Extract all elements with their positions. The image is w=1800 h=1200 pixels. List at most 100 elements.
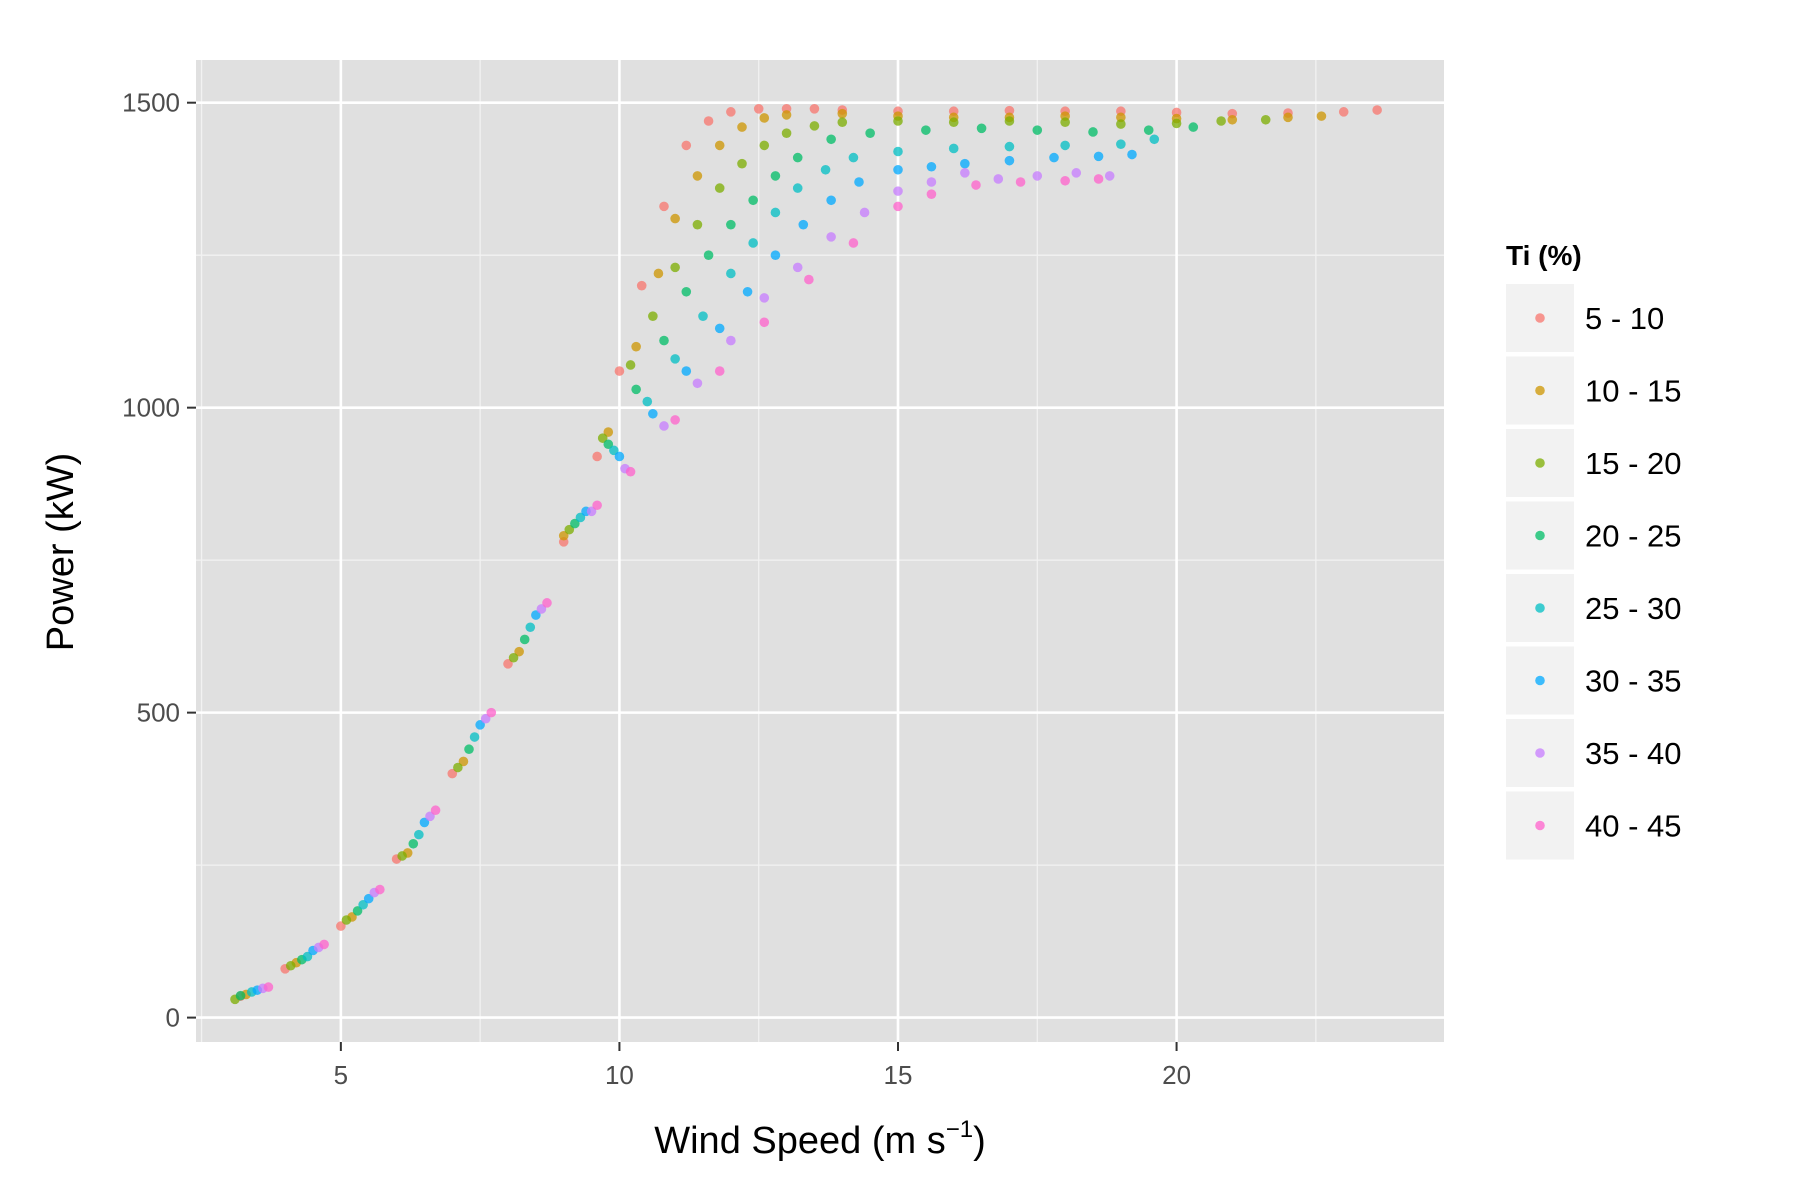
data-point (948, 117, 959, 128)
data-point (1104, 171, 1115, 181)
data-point (1049, 152, 1059, 163)
legend-label: 40 - 45 (1585, 809, 1682, 844)
data-point (926, 177, 937, 187)
data-point (714, 366, 725, 376)
data-point (458, 756, 469, 767)
data-point (921, 125, 931, 135)
data-point (726, 219, 736, 230)
data-point (692, 378, 703, 389)
data-point (692, 171, 703, 181)
data-point (363, 893, 374, 904)
x-axis-title-main: Wind Speed (m s (654, 1120, 945, 1162)
data-point (414, 829, 424, 840)
data-point (336, 921, 346, 931)
data-point (893, 116, 903, 126)
data-point (536, 604, 547, 614)
data-point (848, 238, 859, 248)
legend-key-point (1535, 748, 1545, 758)
data-point (1116, 139, 1126, 149)
y-tick-label: 1000 (122, 393, 180, 423)
data-point (1015, 177, 1026, 187)
data-point (319, 939, 329, 950)
data-point (636, 280, 647, 291)
legend-key-point (1535, 458, 1545, 468)
data-point (564, 524, 575, 535)
data-point (603, 439, 614, 450)
data-point (430, 805, 441, 816)
data-point (525, 622, 536, 633)
x-axis-title-suffix: ) (973, 1120, 986, 1162)
y-tick-label: 500 (137, 698, 180, 728)
data-point (503, 659, 513, 669)
data-point (809, 103, 820, 114)
data-point (726, 107, 736, 117)
data-point (558, 530, 569, 541)
data-point (1338, 107, 1349, 117)
data-point (419, 817, 430, 828)
legend-label: 25 - 30 (1585, 591, 1682, 626)
data-point (648, 408, 658, 419)
data-point (1127, 149, 1137, 160)
data-point (625, 466, 636, 477)
data-point (570, 518, 580, 529)
y-tick-label: 0 (166, 1003, 180, 1033)
data-point (993, 174, 1004, 184)
data-point (681, 366, 692, 376)
data-point (670, 415, 680, 425)
data-point (726, 335, 736, 346)
data-point (1260, 114, 1271, 125)
legend-label: 10 - 15 (1585, 374, 1682, 409)
data-point (837, 108, 848, 119)
data-point (759, 293, 770, 303)
legend-label: 35 - 40 (1585, 736, 1682, 771)
legend-key-point (1535, 820, 1545, 831)
data-point (703, 116, 714, 126)
data-point (1316, 111, 1327, 121)
data-point (971, 180, 981, 190)
x-tick-label: 20 (1162, 1060, 1191, 1090)
data-point (1149, 134, 1160, 145)
data-point (514, 646, 524, 657)
data-point (653, 268, 664, 279)
data-point (770, 171, 781, 181)
legend-title: Ti (%) (1506, 240, 1582, 271)
data-point (726, 268, 736, 279)
data-point (770, 207, 781, 218)
data-point (948, 143, 959, 154)
data-point (1060, 117, 1070, 128)
data-point (1032, 125, 1043, 135)
data-point (1060, 175, 1070, 186)
data-point (781, 110, 792, 120)
data-point (670, 262, 680, 273)
major-gridlines (196, 60, 1444, 1042)
data-point (703, 250, 714, 260)
data-point (1004, 141, 1015, 152)
data-point (631, 384, 641, 395)
data-point (714, 183, 725, 193)
data-point (893, 164, 903, 175)
data-point (375, 884, 385, 895)
data-point (770, 250, 781, 260)
data-point (798, 219, 809, 230)
data-point (792, 152, 803, 163)
legend-label: 15 - 20 (1585, 446, 1682, 481)
data-point (542, 598, 552, 608)
data-point (447, 768, 458, 779)
data-point (670, 354, 680, 364)
data-point (1143, 125, 1154, 135)
data-point (792, 262, 803, 273)
data-point (519, 634, 530, 645)
data-point (609, 445, 619, 456)
data-point (614, 366, 625, 376)
data-point (748, 195, 758, 206)
data-point (926, 189, 937, 199)
data-point (753, 103, 764, 114)
data-point (659, 335, 669, 346)
data-point (865, 128, 875, 138)
x-tick-label: 5 (334, 1060, 348, 1090)
data-point (714, 140, 725, 151)
data-point (826, 195, 836, 206)
data-point (341, 915, 352, 925)
data-point (826, 134, 836, 145)
